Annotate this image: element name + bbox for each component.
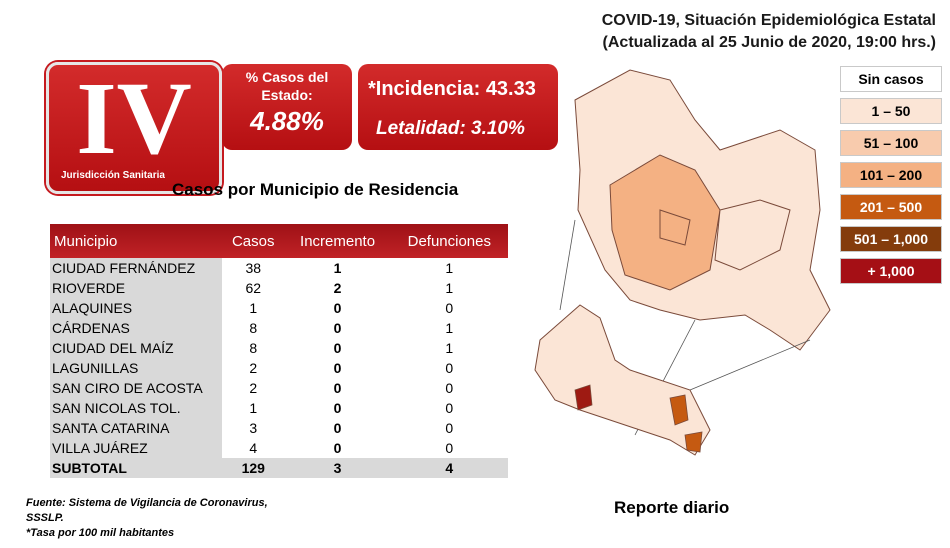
lethality-value: Letalidad: 3.10% <box>376 118 525 139</box>
legend-item: 101 – 200 <box>840 162 942 188</box>
cell-incremento: 2 <box>333 280 342 296</box>
map-region-center <box>609 154 721 291</box>
map-municipio-dark <box>574 384 593 411</box>
column-header-municipio: Municipio <box>50 224 222 258</box>
jurisdiction-label: Jurisdicción Sanitaria <box>61 170 165 181</box>
map-legend: Sin casos 1 – 50 51 – 100 101 – 200 201 – 50… <box>840 66 942 290</box>
cell-municipio: CIUDAD FERNÁNDEZ <box>50 258 222 278</box>
cell-municipio: SAN NICOLAS TOL. <box>50 398 222 418</box>
jurisdiction-roman: IV <box>76 61 192 176</box>
map-municipio-orange-1 <box>669 394 689 426</box>
map-state-outline <box>534 304 711 456</box>
source-line-2: SSSLP. <box>26 512 64 524</box>
subtotal-row: SUBTOTAL 129 3 4 <box>50 458 508 478</box>
table-row: CIUDAD FERNÁNDEZ 38 1 1 <box>50 258 508 278</box>
legend-item: 201 – 500 <box>840 194 942 220</box>
column-header-casos: Casos <box>222 224 285 258</box>
map-region-inner-line <box>659 209 691 246</box>
cell-municipio: SAN CIRO DE ACOSTA <box>50 378 222 398</box>
cell-municipio: CIUDAD DEL MAÍZ <box>50 338 222 358</box>
cell-subtotal-defunciones: 4 <box>390 458 508 478</box>
legend-item: 1 – 50 <box>840 98 942 124</box>
zoom-line-left <box>559 219 576 311</box>
cell-subtotal-casos: 129 <box>222 458 285 478</box>
cell-defunciones: 0 <box>445 380 454 396</box>
report-label: Reporte diario <box>614 498 730 517</box>
legend-item: 501 – 1,000 <box>840 226 942 252</box>
table-header-row: Municipio Casos Incremento Defunciones <box>50 224 508 258</box>
source-note: Fuente: Sistema de Vigilancia de Coronav… <box>26 496 268 541</box>
cell-defunciones: 0 <box>445 400 454 416</box>
cell-municipio: VILLA JUÁREZ <box>50 438 222 458</box>
legend-item: + 1,000 <box>840 258 942 284</box>
table-title: Casos por Municipio de Residencia <box>172 180 459 199</box>
cell-casos: 62 <box>245 280 262 296</box>
cell-casos: 38 <box>245 260 262 276</box>
cell-casos: 2 <box>249 380 258 396</box>
cell-municipio: RIOVERDE <box>50 278 222 298</box>
cell-defunciones: 0 <box>445 440 454 456</box>
cell-defunciones: 1 <box>445 260 454 276</box>
cell-defunciones: 1 <box>445 320 454 336</box>
cell-incremento: 0 <box>333 340 342 356</box>
title-line-1: COVID-19, Situación Epidemiológica Estat… <box>601 12 936 29</box>
zoom-line-right <box>689 339 811 391</box>
cell-defunciones: 0 <box>445 360 454 376</box>
table-row: CIUDAD DEL MAÍZ 8 0 1 <box>50 338 508 358</box>
cell-defunciones: 1 <box>445 340 454 356</box>
cell-incremento: 0 <box>333 320 342 336</box>
table-row: ALAQUINES 1 0 0 <box>50 298 508 318</box>
cell-subtotal-label: SUBTOTAL <box>50 458 222 478</box>
cell-incremento: 0 <box>333 380 342 396</box>
table-row: SAN NICOLAS TOL. 1 0 0 <box>50 398 508 418</box>
cell-casos: 1 <box>249 400 258 416</box>
cell-defunciones: 0 <box>445 300 454 316</box>
percent-cases-badge: % Casos del Estado: 4.88% <box>222 64 352 150</box>
cell-incremento: 0 <box>333 440 342 456</box>
cell-incremento: 0 <box>333 400 342 416</box>
table-row: SANTA CATARINA 3 0 0 <box>50 418 508 438</box>
legend-item: 51 – 100 <box>840 130 942 156</box>
source-line-3: *Tasa por 100 mil habitantes <box>26 527 175 539</box>
title-line-2: (Actualizada al 25 Junio de 2020, 19:00 … <box>602 34 936 51</box>
table-row: CÁRDENAS 8 0 1 <box>50 318 508 338</box>
column-header-incremento: Incremento <box>284 224 391 258</box>
cell-incremento: 0 <box>333 360 342 376</box>
cell-casos: 4 <box>249 440 258 456</box>
table-row: LAGUNILLAS 2 0 0 <box>50 358 508 378</box>
cell-municipio: LAGUNILLAS <box>50 358 222 378</box>
cell-incremento: 1 <box>333 260 342 276</box>
cell-casos: 2 <box>249 360 258 376</box>
percent-cases-value: 4.88% <box>250 106 324 136</box>
cell-casos: 8 <box>249 320 258 336</box>
source-line-1: Fuente: Sistema de Vigilancia de Coronav… <box>26 497 268 509</box>
cell-defunciones: 1 <box>445 280 454 296</box>
table-row: VILLA JUÁREZ 4 0 0 <box>50 438 508 458</box>
municipality-map <box>534 69 831 456</box>
table-row: SAN CIRO DE ACOSTA 2 0 0 <box>50 378 508 398</box>
legend-item: Sin casos <box>840 66 942 92</box>
cell-incremento: 0 <box>333 420 342 436</box>
cell-municipio: SANTA CATARINA <box>50 418 222 438</box>
cell-municipio: ALAQUINES <box>50 298 222 318</box>
map-municipio-orange-2 <box>684 431 703 453</box>
cell-casos: 8 <box>249 340 258 356</box>
cell-defunciones: 0 <box>445 420 454 436</box>
cell-casos: 1 <box>249 300 258 316</box>
map-region-east <box>714 199 791 271</box>
cases-table: Municipio Casos Incremento Defunciones C… <box>50 224 508 478</box>
incidence-badge: *Incidencia: 43.33 Letalidad: 3.10% <box>358 64 558 150</box>
column-header-defunciones: Defunciones <box>390 224 508 258</box>
cell-municipio: CÁRDENAS <box>50 318 222 338</box>
cell-casos: 3 <box>249 420 258 436</box>
page-title: COVID-19, Situación Epidemiológica Estat… <box>516 10 936 54</box>
incidence-value: *Incidencia: 43.33 <box>368 78 536 100</box>
cell-subtotal-incremento: 3 <box>284 458 391 478</box>
jurisdiction-badge: IV Jurisdicción Sanitaria <box>46 62 222 194</box>
percent-cases-label: % Casos del Estado: <box>245 69 329 103</box>
table-row: RIOVERDE 62 2 1 <box>50 278 508 298</box>
cell-incremento: 0 <box>333 300 342 316</box>
